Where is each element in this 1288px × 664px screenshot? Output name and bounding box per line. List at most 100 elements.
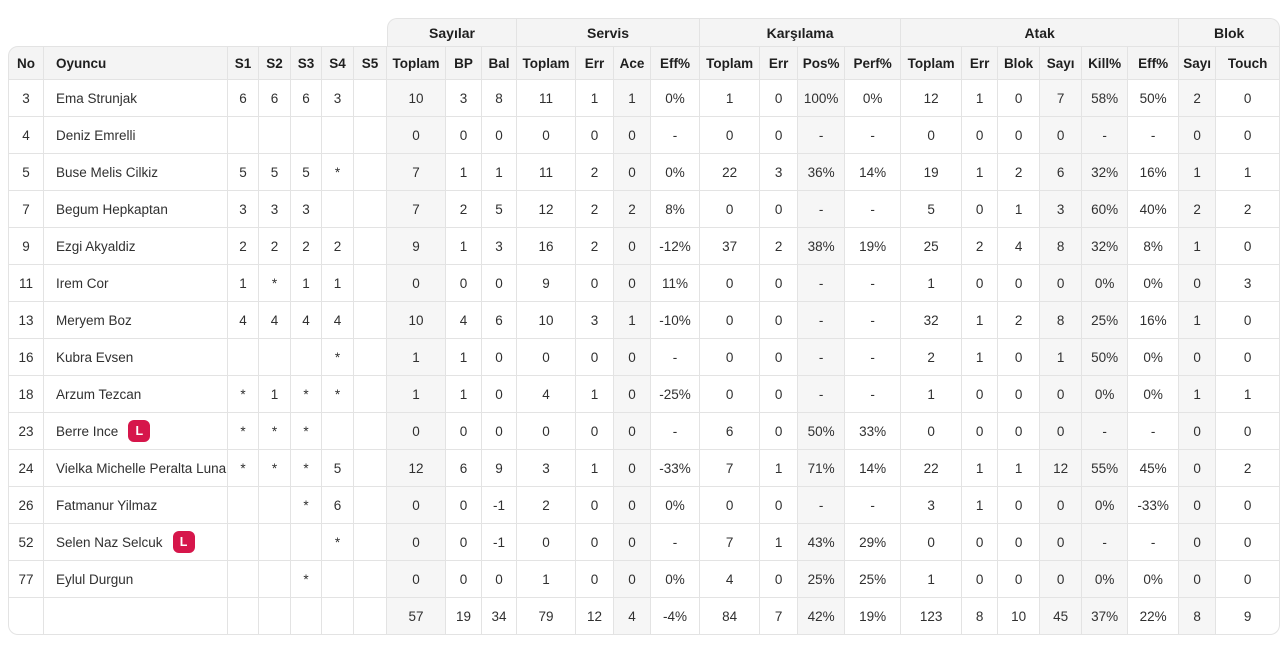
stat-cell: 16% (1128, 302, 1180, 339)
stat-cell: 25 (901, 228, 963, 265)
stat-cell: - (651, 339, 701, 376)
stat-cell: 0 (1040, 561, 1083, 598)
stat-cell: 0 (962, 524, 999, 561)
stat-cell: 1 (1216, 154, 1281, 191)
column-header: Sayı (1040, 46, 1083, 80)
stat-cell: 0% (1128, 339, 1180, 376)
stat-cell: 6 (322, 487, 354, 524)
stat-cell: - (798, 265, 846, 302)
stat-cell (354, 191, 388, 228)
stat-cell: 0 (1179, 339, 1217, 376)
stat-cell: 9 (482, 450, 518, 487)
stat-cell: 0 (576, 487, 615, 524)
stat-cell: 0 (760, 265, 799, 302)
stat-cell (322, 191, 354, 228)
stat-cell: 1 (482, 154, 518, 191)
stat-cell: 0 (576, 339, 615, 376)
stat-cell: 0% (1082, 265, 1129, 302)
player-name-label: Eylul Durgun (56, 571, 134, 587)
player-no-cell: 5 (8, 154, 44, 191)
stat-cell: 0 (387, 413, 447, 450)
stat-cell: * (291, 413, 322, 450)
stat-cell: 0 (482, 117, 518, 154)
column-header: Err (962, 46, 999, 80)
stat-cell: 0 (614, 524, 652, 561)
stat-cell: 19% (845, 228, 902, 265)
player-no-cell: 26 (8, 487, 44, 524)
player-name: Buse Melis Cilkiz (56, 165, 223, 180)
stat-cell: 3 (482, 228, 518, 265)
stat-cell: - (845, 376, 902, 413)
stat-cell: 7 (700, 450, 761, 487)
stat-cell: 5 (482, 191, 518, 228)
stat-cell: 0 (1179, 265, 1217, 302)
stat-cell: 0 (1216, 117, 1281, 154)
stat-cell: 50% (1128, 80, 1180, 117)
stat-cell: 0% (845, 80, 902, 117)
stat-cell: 0 (1216, 487, 1281, 524)
stat-cell: 0 (1040, 413, 1083, 450)
totals-stat-cell: 12 (576, 598, 615, 635)
column-header: S4 (322, 46, 354, 80)
stat-cell: 6 (291, 80, 322, 117)
totals-stat-cell: 8 (1179, 598, 1217, 635)
stat-cell: 0 (482, 413, 518, 450)
player-name-cell: Buse Melis Cilkiz (44, 154, 228, 191)
stat-cell: - (651, 117, 701, 154)
stat-cell: 32% (1082, 154, 1129, 191)
stat-cell: 6 (446, 450, 483, 487)
player-name: Fatmanur Yilmaz (56, 498, 223, 513)
player-name: Berre Ince L (56, 420, 223, 442)
player-name-label: Begum Hepkaptan (56, 201, 168, 217)
totals-empty-cell (291, 598, 322, 635)
stat-cell: 25% (1082, 302, 1129, 339)
player-name-cell: Begum Hepkaptan (44, 191, 228, 228)
totals-row: 57 19 34 79 12 4 -4% 84 7 42% 19% 123 8 10 45 37% 22% 8 9 (8, 598, 1281, 635)
stat-cell: 0 (1216, 561, 1281, 598)
stat-cell: 0 (1179, 524, 1217, 561)
stat-cell: 7 (387, 191, 447, 228)
stat-cell: * (291, 487, 322, 524)
totals-empty-cell (44, 598, 228, 635)
column-header: Perf% (845, 46, 902, 80)
player-name: Irem Cor (56, 276, 223, 291)
stat-cell: -10% (651, 302, 701, 339)
header-spacer (8, 18, 388, 46)
stat-cell: 5 (322, 450, 354, 487)
stat-cell: -33% (1128, 487, 1180, 524)
totals-stat-cell: 22% (1128, 598, 1180, 635)
stat-cell: 0 (901, 117, 963, 154)
stat-cell: - (798, 376, 846, 413)
stat-cell: 3 (517, 450, 577, 487)
stat-cell: 1 (259, 376, 291, 413)
player-stats-table: Sayılar Servis Karşılama Atak Blok No Oyuncu S1… (8, 18, 1281, 635)
stat-cell: 1 (1179, 302, 1217, 339)
stat-cell: - (798, 191, 846, 228)
stat-cell: 1 (446, 154, 483, 191)
player-row: 5 Buse Melis Cilkiz 5 5 5 * 7 1 1 11 2 0 0% 22 3 36% 14%… (8, 154, 1281, 191)
stat-cell: 100% (798, 80, 846, 117)
stat-cell: 0 (576, 265, 615, 302)
totals-stat-cell: 57 (387, 598, 447, 635)
stat-cell: 8 (482, 80, 518, 117)
column-header: S1 (228, 46, 259, 80)
player-row: 24 Vielka Michelle Peralta Luna * * * 5 12 6 9 3 1… (8, 450, 1281, 487)
stat-cell: 0 (700, 302, 761, 339)
stat-cell: 0 (760, 561, 799, 598)
stat-cell: 0 (482, 561, 518, 598)
player-name-cell: Berre Ince L (44, 413, 228, 450)
stat-cell: 0 (760, 487, 799, 524)
player-name-cell: Eylul Durgun (44, 561, 228, 598)
stat-cell: 2 (614, 191, 652, 228)
stat-cell: 0 (760, 80, 799, 117)
stat-cell (354, 339, 388, 376)
column-header: Toplam (700, 46, 761, 80)
totals-empty-cell (8, 598, 44, 635)
stat-cell: 0 (998, 339, 1041, 376)
stat-cell: 8 (1040, 302, 1083, 339)
stat-cell: 1 (517, 561, 577, 598)
stat-cell: - (1082, 524, 1129, 561)
player-name-cell: Fatmanur Yilmaz (44, 487, 228, 524)
stat-cell: 0 (962, 413, 999, 450)
stat-cell: 43% (798, 524, 846, 561)
